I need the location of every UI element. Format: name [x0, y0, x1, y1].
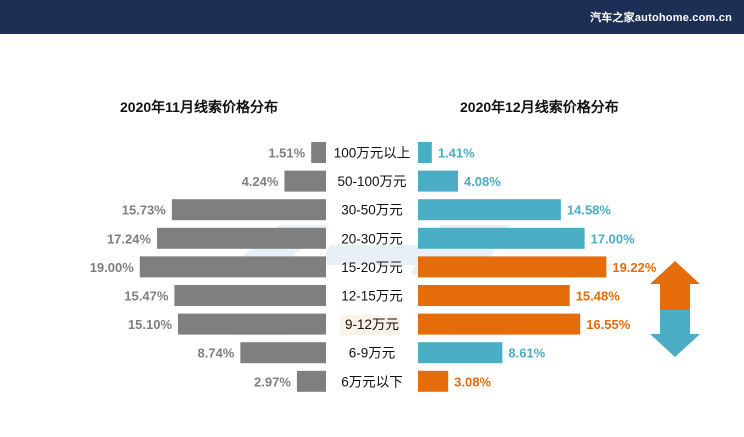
arrow-up-icon — [650, 261, 700, 310]
left-bar — [240, 342, 326, 364]
left-bar — [171, 199, 326, 221]
arrow-down-icon — [650, 310, 700, 357]
right-bar-value: 17.00% — [591, 231, 636, 246]
left-bar — [174, 285, 326, 306]
right-bar — [418, 370, 449, 392]
right-bar-value: 15.48% — [576, 289, 621, 304]
category-label: 9-12万元 — [345, 317, 399, 332]
right-bar — [418, 256, 607, 278]
right-bar-value: 14.58% — [567, 203, 612, 218]
left-series: 1.51% 4.24% 15.73% 17.24% 19.00% 15.47% 15.10%… — [90, 142, 326, 392]
category-label: 20-30万元 — [341, 231, 403, 246]
right-bar-value: 3.08% — [454, 374, 491, 389]
right-bar-value: 8.61% — [508, 346, 545, 361]
left-bar — [284, 170, 326, 192]
right-bar — [418, 227, 585, 249]
right-bar — [418, 342, 503, 364]
left-bar-value: 15.47% — [124, 289, 169, 304]
right-bar-value: 19.22% — [612, 260, 657, 275]
right-bar-value: 4.08% — [464, 174, 501, 189]
left-bar — [157, 227, 326, 249]
left-bar-value: 19.00% — [90, 260, 135, 275]
brand-text: 汽车之家autohome.com.cn — [590, 12, 732, 24]
right-bar — [418, 142, 432, 163]
left-bar — [178, 313, 326, 335]
right-bar — [418, 199, 561, 221]
left-bar-value: 4.24% — [242, 174, 279, 189]
right-bar-value: 1.41% — [438, 146, 475, 161]
category-label: 6-9万元 — [349, 346, 396, 361]
category-label: 6万元以下 — [341, 374, 403, 389]
category-label: 50-100万元 — [337, 174, 406, 189]
left-bar — [311, 142, 326, 163]
left-bar-value: 2.97% — [254, 374, 291, 389]
updown-arrow-icon — [650, 261, 700, 357]
left-bar-value: 8.74% — [197, 346, 234, 361]
left-chart-title: 2020年11月线索价格分布 — [120, 99, 278, 115]
left-bar-value: 17.24% — [107, 231, 152, 246]
category-label: 30-50万元 — [341, 203, 403, 218]
left-bar-value: 1.51% — [268, 146, 305, 161]
left-bar-value: 15.10% — [128, 317, 173, 332]
category-label: 15-20万元 — [341, 260, 403, 275]
category-labels: 100万元以上 50-100万元 30-50万元 20-30万元 15-20万元 12-1… — [334, 146, 411, 390]
right-bar — [418, 285, 570, 306]
left-bar — [139, 256, 326, 278]
header-bar: 汽车之家autohome.com.cn — [0, 0, 744, 34]
right-bar — [418, 313, 581, 335]
right-series: 1.41% 4.08% 14.58% 17.00% 19.22% 15.48% 16.55%… — [418, 142, 657, 392]
right-chart-title: 2020年12月线索价格分布 — [460, 99, 619, 115]
category-label: 12-15万元 — [341, 289, 403, 304]
right-bar — [418, 170, 458, 192]
left-bar-value: 15.73% — [122, 203, 167, 218]
left-bar — [296, 370, 326, 392]
right-bar-value: 16.55% — [586, 317, 631, 332]
category-label: 100万元以上 — [334, 146, 411, 161]
